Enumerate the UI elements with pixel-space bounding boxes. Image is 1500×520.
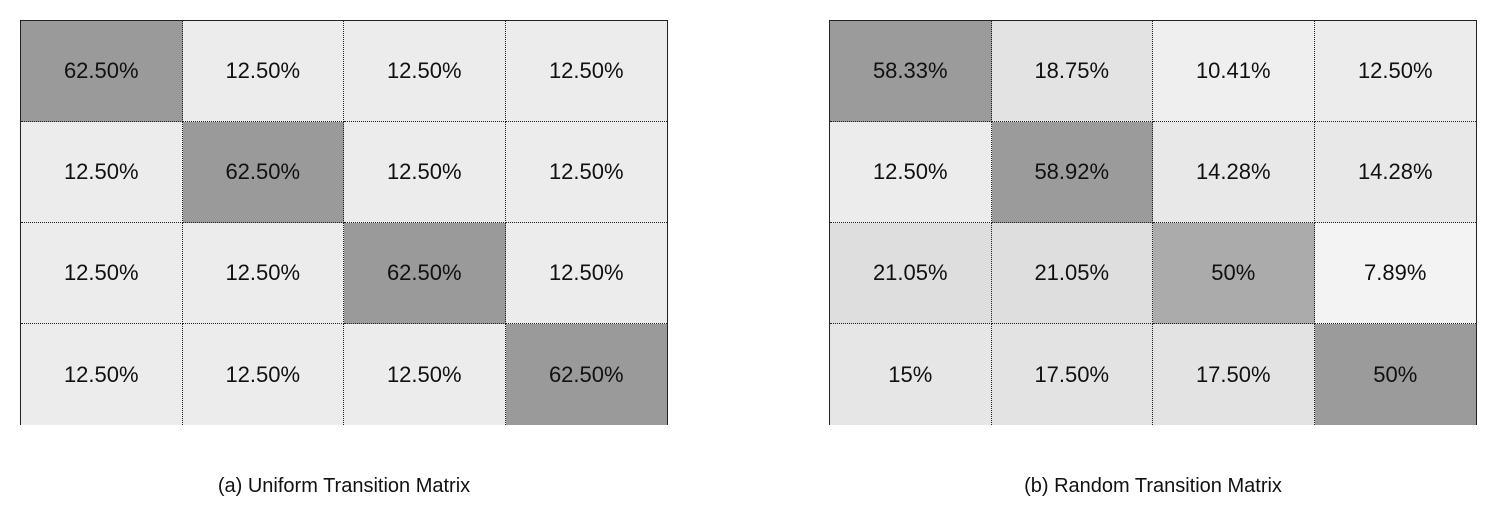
matrix-cell: 7.89% [1314,223,1476,324]
matrix-cell: 62.50% [182,122,344,223]
matrix-cell: 50% [1153,223,1315,324]
matrix-cell: 12.50% [344,324,506,425]
matrix-cell: 12.50% [505,122,667,223]
caption: (a) Uniform Transition Matrix [217,475,471,497]
matrix-cell: 12.50% [21,223,183,324]
matrix-cell: 10.41% [1153,21,1315,122]
matrix-cell: 12.50% [21,324,183,425]
matrix-cell: 12.50% [182,223,344,324]
matrix: 58.33% 18.75% 10.41% 12.50% 12.50% 58.92% 14.2… [829,20,1477,425]
figure: 58.33% 18.75% 10.41% 12.50% 12.50% 58.92% 14.2… [829,20,1477,497]
matrix-cell: 50% [1314,324,1476,425]
matrix-cell: 12.50% [182,324,344,425]
matrix-cell: 21.05% [991,223,1153,324]
matrix-cell: 12.50% [21,122,183,223]
matrix-cell: 12.50% [505,223,667,324]
matrix-cell: 12.50% [830,122,992,223]
matrix-cell: 58.33% [830,21,992,122]
figure: 62.50% 12.50% 12.50% 12.50% 12.50% 62.50% 12.5… [20,20,668,497]
matrix-cell: 18.75% [991,21,1153,122]
matrix: 62.50% 12.50% 12.50% 12.50% 12.50% 62.50% 12.5… [20,20,668,425]
matrix-cell: 21.05% [830,223,992,324]
matrix-cell: 12.50% [1314,21,1476,122]
matrix-cell: 12.50% [344,21,506,122]
caption: (b) Random Transition Matrix [1024,475,1282,497]
matrix-cell: 17.50% [991,324,1153,425]
matrix-cell: 62.50% [505,324,667,425]
matrix-cell: 14.28% [1314,122,1476,223]
matrix-cell: 62.50% [344,223,506,324]
matrix-cell: 62.50% [21,21,183,122]
matrix-cell: 17.50% [1153,324,1315,425]
matrix-cell: 12.50% [344,122,506,223]
matrix-cell: 14.28% [1153,122,1315,223]
matrix-cell: 12.50% [182,21,344,122]
matrix-cell: 58.92% [991,122,1153,223]
matrix-cell: 12.50% [505,21,667,122]
matrix-cell: 15% [830,324,992,425]
